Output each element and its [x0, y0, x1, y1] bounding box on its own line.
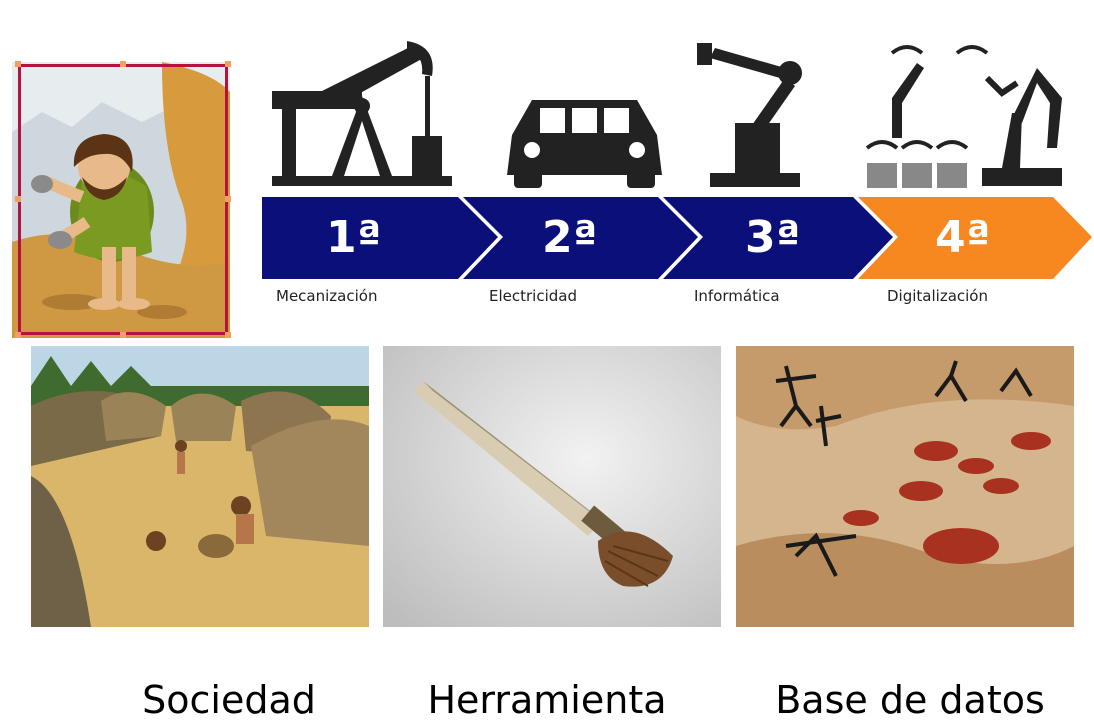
photo-caption-tool: Herramienta: [427, 678, 667, 722]
resize-handle[interactable]: [225, 332, 231, 338]
photo-caption-society: Sociedad: [142, 678, 316, 722]
stage-label: Informática: [694, 287, 780, 305]
connected-robots-icon: [865, 45, 1062, 188]
resize-handle[interactable]: [15, 196, 21, 202]
resize-handle[interactable]: [120, 61, 126, 67]
chevron-stage-3: [663, 197, 893, 279]
prehistoric-village-image: [31, 346, 369, 627]
oil-pump-icon: [272, 41, 452, 186]
stage-number: 4ª: [935, 212, 991, 263]
industrial-revolution-timeline: [262, 197, 1092, 279]
resize-handle[interactable]: [15, 61, 21, 67]
chevron-stage-4: [858, 197, 1092, 279]
stage-number: 2ª: [542, 212, 598, 263]
chevron-stage-2: [463, 197, 698, 279]
stage-number: 1ª: [326, 212, 382, 263]
photo-caption-database: Base de datos: [775, 678, 1045, 722]
chevron-stage-1: [262, 197, 498, 279]
stage-label: Digitalización: [887, 287, 988, 305]
cave-painting-image: [736, 346, 1074, 627]
selection-frame[interactable]: [18, 64, 228, 335]
car-icon: [507, 100, 662, 188]
stage-label: Mecanización: [276, 287, 378, 305]
primitive-brush-image: [383, 346, 721, 627]
caveman-illustration: [12, 62, 230, 338]
resize-handle[interactable]: [225, 196, 231, 202]
resize-handle[interactable]: [15, 332, 21, 338]
stage-number: 3ª: [745, 212, 801, 263]
robot-arm-icon: [697, 43, 802, 187]
stage-label: Electricidad: [489, 287, 577, 305]
resize-handle[interactable]: [120, 332, 126, 338]
resize-handle[interactable]: [225, 61, 231, 67]
